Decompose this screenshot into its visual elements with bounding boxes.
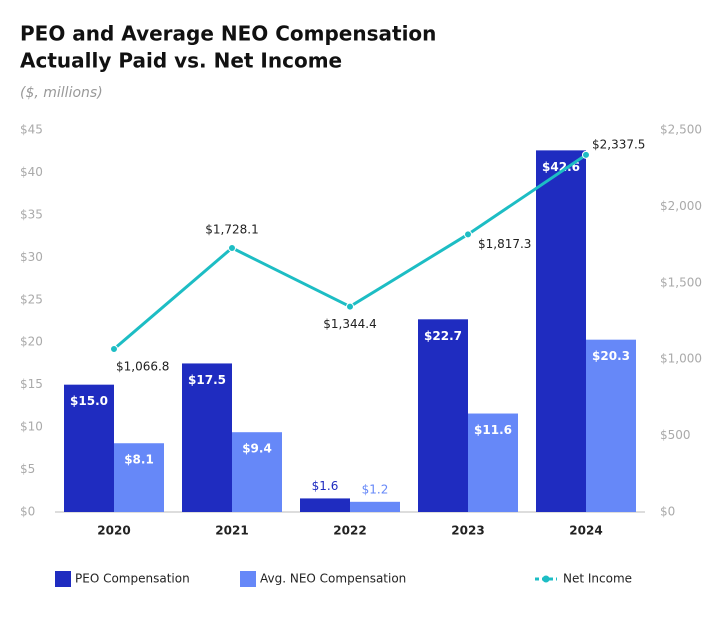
chart-subtitle: ($, millions) (20, 85, 103, 101)
y-tick-label: $10 (20, 420, 43, 434)
point (228, 243, 236, 252)
point (346, 302, 354, 311)
y-tick-label: $20 (20, 335, 43, 349)
data-label: $17.5 (188, 373, 226, 387)
data-label: $20.3 (592, 349, 630, 363)
data-label: $1,066.8 (116, 359, 169, 373)
y-tick-label: $0 (20, 505, 35, 519)
y-tick-label: $40 (20, 165, 43, 179)
y-tick-label: $35 (20, 207, 43, 221)
data-label: $1,344.4 (323, 317, 376, 331)
data-label: $9.4 (242, 442, 272, 456)
legend-swatch (55, 571, 71, 587)
legend-label: PEO Compensation (75, 572, 190, 586)
data-label: $2,337.5 (592, 137, 645, 151)
data-label: $11.6 (474, 423, 512, 437)
y-tick-label: $5 (20, 462, 35, 476)
y-tick-label: $45 (20, 123, 43, 137)
legend-swatch (240, 571, 256, 587)
point (110, 344, 118, 353)
x-tick-label: 2021 (215, 524, 248, 538)
bar (114, 443, 164, 512)
y2-tick-label: $2,500 (660, 123, 702, 137)
bar (468, 413, 518, 512)
bar (232, 432, 282, 512)
data-label: $1.6 (312, 479, 339, 493)
y-tick-label: $15 (20, 377, 43, 391)
y2-tick-label: $500 (660, 428, 691, 442)
y2-tick-label: $1,000 (660, 352, 702, 366)
y-tick-label: $25 (20, 292, 43, 306)
point (464, 230, 472, 239)
bar (418, 319, 468, 512)
y-tick-label: $30 (20, 250, 43, 264)
chart-title: Actually Paid vs. Net Income (20, 49, 342, 73)
legend-swatch (542, 575, 550, 583)
bar (350, 501, 400, 512)
data-label: $1.2 (362, 482, 389, 496)
data-label: $22.7 (424, 329, 462, 343)
legend-label: Net Income (563, 572, 632, 586)
data-label: $15.0 (70, 394, 108, 408)
bar (300, 498, 350, 512)
bar (64, 384, 114, 512)
point (582, 150, 590, 159)
y2-tick-label: $1,500 (660, 275, 702, 289)
data-label: $8.1 (124, 453, 154, 467)
bar (586, 339, 636, 512)
data-label: $1,817.3 (478, 237, 531, 251)
x-tick-label: 2023 (451, 524, 484, 538)
chart-title: PEO and Average NEO Compensation (20, 22, 436, 46)
x-tick-label: 2022 (333, 524, 366, 538)
legend-label: Avg. NEO Compensation (260, 572, 406, 586)
data-label: $1,728.1 (205, 222, 258, 236)
y2-tick-label: $0 (660, 505, 675, 519)
x-tick-label: 2020 (97, 524, 130, 538)
data-label: $42.6 (542, 160, 580, 174)
bar (536, 150, 586, 512)
x-tick-label: 2024 (569, 524, 602, 538)
y2-tick-label: $2,000 (660, 199, 702, 213)
bar (182, 363, 232, 512)
